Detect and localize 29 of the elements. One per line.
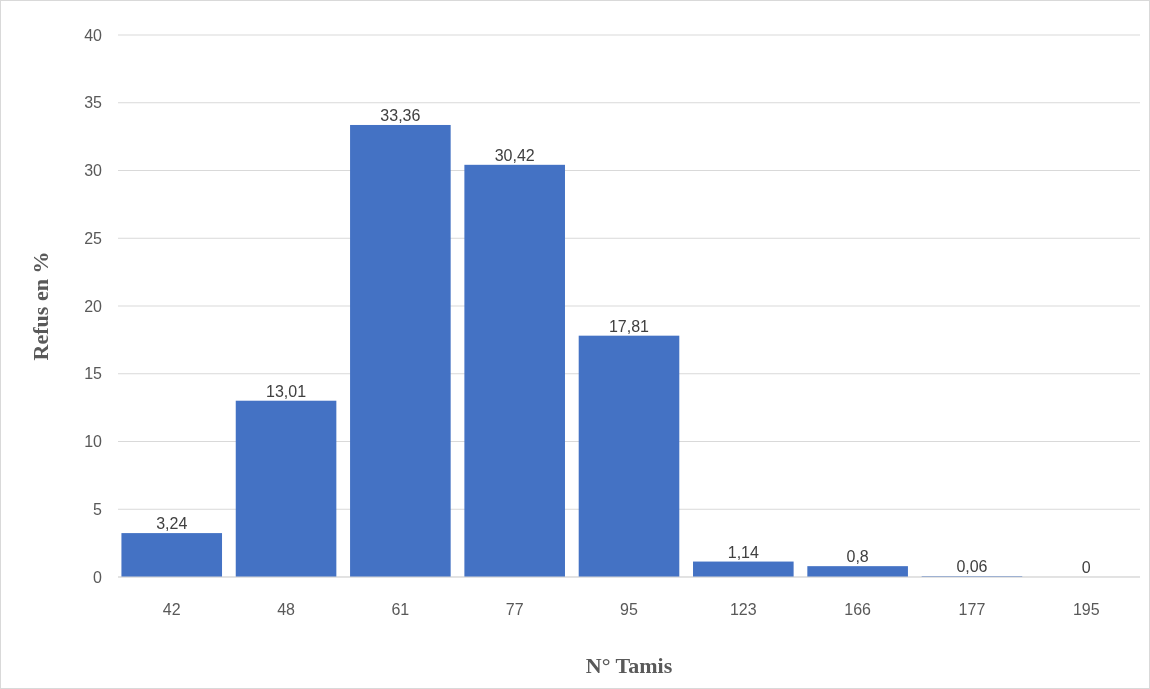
data-label: 30,42 [494,146,535,164]
y-tick-label: 20 [84,297,103,315]
data-label: 0 [1081,559,1091,576]
y-tick-label: 0 [93,568,103,586]
data-label: 1,14 [727,543,759,561]
y-tick-label: 5 [93,500,103,518]
x-tick-label: 61 [391,601,410,618]
data-label: 0,06 [956,558,988,576]
y-tick-label: 40 [84,26,103,44]
y-axis-title: Refus en % [28,251,53,361]
y-tick-label: 25 [84,229,103,247]
data-label: 3,24 [156,515,188,533]
x-tick-label: 195 [1072,601,1100,618]
data-label: 13,01 [266,382,307,400]
data-label: 33,36 [380,106,421,124]
x-tick-label: 77 [505,601,524,618]
data-label: 0,8 [846,548,869,566]
x-tick-label: 48 [277,601,296,618]
y-tick-label: 10 [84,433,103,451]
x-axis-title: N° Tamis [585,653,673,678]
x-tick-label: 42 [162,601,181,618]
data-label: 17,81 [608,317,650,335]
x-tick-label: 95 [620,601,638,618]
x-tick-label: 177 [958,601,986,618]
x-tick-label: 123 [729,601,757,618]
y-tick-label: 30 [84,162,103,180]
y-tick-label: 15 [84,365,103,383]
x-tick-label: 166 [844,601,872,618]
y-tick-label: 35 [84,94,103,112]
